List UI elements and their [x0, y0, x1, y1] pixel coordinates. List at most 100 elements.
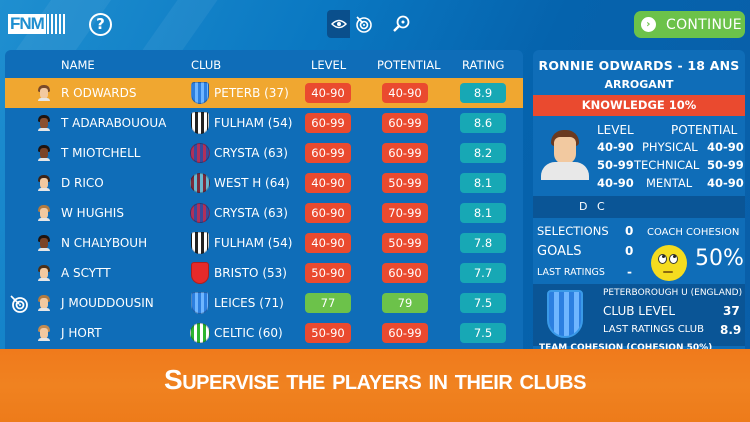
promo-banner: Supervise the players in their clubs — [0, 349, 750, 422]
level-badge: 77 — [305, 293, 351, 313]
club-name: FULHAM (54) — [214, 236, 293, 250]
background-stripe — [142, 0, 218, 50]
continue-label: CONTINUE — [666, 16, 742, 33]
potential-badge: 70-99 — [382, 203, 428, 223]
player-name: W HUGHIS — [61, 206, 124, 220]
chevron-right-icon: › — [641, 17, 656, 32]
table-row[interactable]: D RICO WEST H (64) 40-90 50-99 8.1 — [5, 168, 523, 198]
rating-badge: 8.2 — [460, 143, 506, 163]
view-tabs — [327, 10, 412, 38]
table-row[interactable]: T ADARABOUOUA FULHAM (54) 60-99 60-99 8.… — [5, 108, 523, 138]
table-row[interactable]: J HORT CELTIC (60) 50-90 60-99 7.5 — [5, 318, 523, 348]
potential-badge: 50-99 — [382, 233, 428, 253]
last-ratings-club-label: LAST RATINGS CLUB — [603, 324, 704, 335]
player-avatar — [38, 175, 50, 191]
level-badge: 40-90 — [305, 233, 351, 253]
rating-badge: 7.7 — [460, 263, 506, 283]
table-row[interactable]: A SCYTT BRISTO (53) 50-90 60-90 7.7 — [5, 258, 523, 288]
search-scout-icon — [392, 15, 409, 32]
potential-badge: 60-99 — [382, 113, 428, 133]
level-badge: 60-90 — [305, 203, 351, 223]
table-row[interactable]: W HUGHIS CRYSTA (63) 60-90 70-99 8.1 — [5, 198, 523, 228]
stats-block: SELECTIONS 0 GOALS 0 LAST RATINGS - COAC… — [533, 218, 745, 284]
target-icon[interactable] — [9, 294, 29, 314]
potential-header: POTENTIAL — [671, 123, 738, 137]
level-badge: 60-99 — [305, 143, 351, 163]
players-table: NAME CLUB LEVEL POTENTIAL RATING R ODWAR… — [5, 50, 523, 350]
club-crest-icon — [191, 82, 209, 104]
logo-bars — [46, 14, 65, 34]
potential-badge: 60-99 — [382, 323, 428, 343]
table-row[interactable]: T MIOTCHELL CRYSTA (63) 60-99 60-99 8.2 — [5, 138, 523, 168]
player-card: RONNIE ODWARDS - 18 ANS ARROGANT KNOWLED… — [533, 50, 745, 350]
level-badge: 50-90 — [305, 323, 351, 343]
rating-badge: 7.5 — [460, 293, 506, 313]
rating-badge: 8.1 — [460, 173, 506, 193]
column-header-club[interactable]: CLUB — [191, 58, 222, 72]
rating-badge: 8.6 — [460, 113, 506, 133]
table-row[interactable]: J MOUDDOUSIN LEICES (71) 77 79 7.5 — [5, 288, 523, 318]
club-name: CRYSTA (63) — [214, 146, 288, 160]
attributes-block: LEVEL POTENTIAL 40-90 PHYSICAL 40-90 50-… — [533, 116, 745, 190]
last-ratings-value: - — [627, 265, 632, 279]
club-name: CRYSTA (63) — [214, 206, 288, 220]
club-level-label: CLUB LEVEL — [603, 304, 676, 318]
help-button[interactable]: ? — [89, 13, 112, 36]
potential-badge: 40-90 — [382, 83, 428, 103]
last-ratings-label: LAST RATINGS — [537, 267, 605, 278]
team-cohesion-label: TEAM COHESION (COHESION 50%) — [539, 343, 713, 350]
level-badge: 40-90 — [305, 83, 351, 103]
player-avatar — [38, 145, 50, 161]
player-avatar — [38, 235, 50, 251]
club-crest-icon — [191, 112, 209, 134]
column-header-name[interactable]: NAME — [61, 58, 95, 72]
club-crest-icon — [191, 232, 209, 254]
player-avatar — [38, 325, 50, 341]
table-row[interactable]: N CHALYBOUH FULHAM (54) 40-90 50-99 7.8 — [5, 228, 523, 258]
club-name: LEICES (71) — [214, 296, 284, 310]
tab-target[interactable] — [352, 10, 375, 38]
selections-value: 0 — [625, 224, 634, 238]
club-block: PETERBOROUGH U (ENGLAND) CLUB LEVEL 37 L… — [533, 284, 745, 346]
player-avatar — [38, 295, 50, 311]
potential-badge: 79 — [382, 293, 428, 313]
rating-badge: 7.8 — [460, 233, 506, 253]
tab-eye[interactable] — [327, 10, 350, 38]
tab-scout-search[interactable] — [389, 10, 412, 38]
club-crest-icon — [190, 203, 210, 223]
target-icon — [355, 16, 372, 33]
club-crest-icon — [547, 290, 583, 338]
player-name: T ADARABOUOUA — [61, 116, 167, 130]
worried-face-icon — [651, 245, 687, 281]
coach-cohesion-label: COACH COHESION — [647, 227, 740, 238]
continue-button[interactable]: › CONTINUE — [634, 11, 745, 38]
goals-label: GOALS — [537, 244, 582, 259]
player-name: J MOUDDOUSIN — [61, 296, 154, 310]
position-label: D C — [533, 196, 745, 218]
club-name: BRISTO (53) — [214, 266, 287, 280]
level-badge: 60-99 — [305, 113, 351, 133]
club-crest-icon — [191, 292, 209, 314]
goals-value: 0 — [625, 244, 634, 258]
last-ratings-club-value: 8.9 — [720, 323, 742, 337]
club-name: FULHAM (54) — [214, 116, 293, 130]
level-header: LEVEL — [597, 123, 634, 137]
level-badge: 40-90 — [305, 173, 351, 193]
help-icon: ? — [96, 15, 105, 33]
club-name: CELTIC (60) — [214, 326, 283, 340]
table-row[interactable]: R ODWARDS PETERB (37) 40-90 40-90 8.9 — [5, 78, 523, 108]
column-header-rating[interactable]: RATING — [462, 58, 505, 72]
player-name: D RICO — [61, 176, 104, 190]
level-badge: 50-90 — [305, 263, 351, 283]
column-header-level[interactable]: LEVEL — [311, 58, 347, 72]
eye-icon — [330, 19, 347, 29]
player-name: J HORT — [61, 326, 102, 340]
player-avatar — [38, 115, 50, 131]
promo-text: Supervise the players in their clubs — [164, 364, 586, 395]
club-full-name: PETERBOROUGH U (ENGLAND) — [603, 288, 743, 298]
rating-badge: 8.9 — [460, 83, 506, 103]
player-title: RONNIE ODWARDS - 18 ANS — [538, 58, 740, 73]
player-name: T MIOTCHELL — [61, 146, 141, 160]
column-header-potential[interactable]: POTENTIAL — [377, 58, 441, 72]
player-avatar — [38, 205, 50, 221]
